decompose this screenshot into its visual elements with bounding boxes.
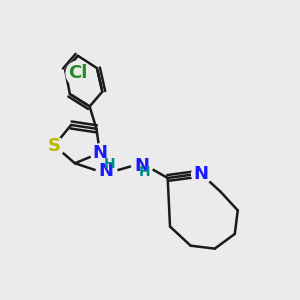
Text: N: N [193,165,208,183]
Text: Cl: Cl [68,64,88,82]
Text: N: N [92,144,107,162]
Text: N: N [98,162,113,180]
Text: N: N [134,157,149,175]
Text: S: S [48,136,61,154]
Text: H: H [103,157,115,171]
Text: H: H [139,165,151,179]
